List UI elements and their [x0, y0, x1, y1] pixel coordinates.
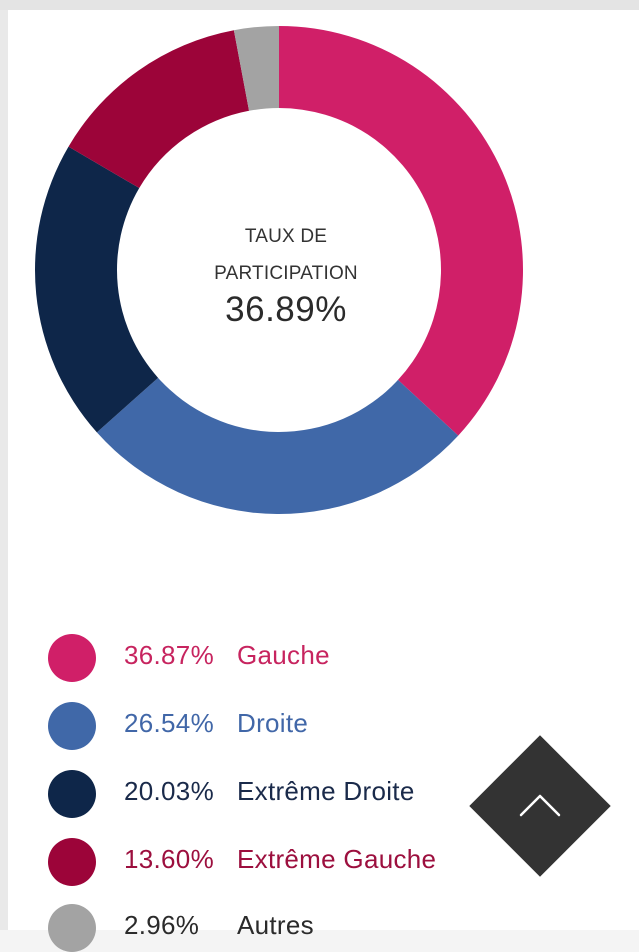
legend-name-extreme-gauche: Extrême Gauche [237, 844, 437, 874]
slice-autres [233, 26, 279, 111]
participation-rate-value: 36.89% [225, 290, 347, 329]
slice-gauche [279, 26, 523, 436]
legend-dot-gauche [48, 634, 96, 682]
legend-pct-autres: 2.96% [124, 910, 200, 940]
legend-item-extreme-gauche: 13.60% Extrême Gauche [48, 834, 488, 886]
legend-dot-droite [48, 702, 96, 750]
legend-pct-droite: 26.54% [124, 708, 214, 738]
legend-name-autres: Autres [237, 910, 314, 940]
legend-pct-extreme-gauche: 13.60% [124, 844, 214, 874]
legend-item-gauche: 36.87% Gauche [48, 630, 488, 682]
chevron-up-icon [519, 794, 561, 817]
legend-name-gauche: Gauche [237, 640, 330, 670]
scroll-to-top-button[interactable] [469, 735, 611, 877]
legend-name-extreme-droite: Extrême Droite [237, 776, 415, 806]
center-label-line-1: TAUX DE [244, 226, 328, 247]
left-rail [0, 10, 8, 930]
top-bar [0, 0, 639, 10]
legend-pct-gauche: 36.87% [124, 640, 214, 670]
legend-dot-extreme-droite [48, 770, 96, 818]
legend-name-droite: Droite [237, 708, 309, 738]
legend-item-droite: 26.54% Droite [48, 698, 488, 750]
slice-droite [96, 377, 459, 514]
donut-chart [34, 26, 523, 514]
legend-item-extreme-droite: 20.03% Extrême Droite [48, 766, 488, 818]
slice-extreme-gauche [68, 30, 250, 189]
legend-dot-autres [48, 904, 96, 952]
center-label-line-2: PARTICIPATION [214, 263, 358, 284]
legend-item-autres: 2.96% Autres [48, 900, 488, 952]
legend-pct-extreme-droite: 20.03% [124, 776, 214, 806]
chart-card: TAUX DE PARTICIPATION 36.89% 36.87% Gauc… [8, 10, 639, 952]
slice-extreme-droite [34, 146, 159, 433]
legend-dot-extreme-gauche [48, 838, 96, 886]
